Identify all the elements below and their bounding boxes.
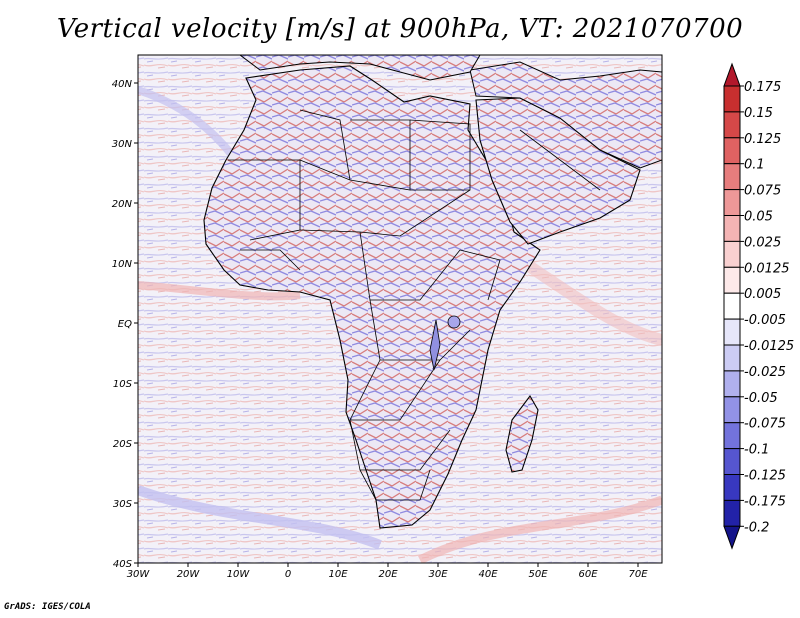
colorbar-segment (723, 474, 741, 501)
lake-victoria (447, 315, 461, 329)
colorbar-segment (723, 111, 741, 139)
colorbar-segment (723, 318, 741, 346)
colorbar: 0.175 0.15 0.125 0.1 0.075 0.05 0.025 0.0125 0.0… (723, 62, 794, 550)
grads-credit: GrADS: IGES/COLA (4, 602, 91, 612)
colorbar-segment (723, 448, 741, 476)
colorbar-label: -0.125 (744, 469, 786, 484)
colorbar-label: -0.005 (744, 313, 786, 328)
lat-tick-label: 10S (113, 379, 133, 390)
latitude-axis: 40N 30N 20N 10N EQ 10S 20S 30S 40S (112, 79, 138, 570)
colorbar-segment (723, 189, 741, 217)
country-borders (228, 109, 601, 501)
lon-tick-label: 60E (578, 569, 598, 580)
lat-tick-label: 40S (113, 559, 133, 570)
field-streak (138, 281, 301, 301)
colorbar-segment (723, 137, 741, 165)
colorbar-segment (723, 396, 741, 424)
colorbar-label: -0.2 (744, 520, 769, 535)
colorbar-label: -0.075 (744, 417, 786, 432)
longitude-axis: 30W 20W 10W 0 10E 20E 30E 40E 50E 60E 70E (127, 563, 648, 580)
colorbar-label: -0.175 (744, 494, 786, 509)
colorbar-segment (723, 370, 741, 398)
lon-tick-label: 10W (227, 569, 251, 580)
colorbar-label: 0.05 (744, 210, 773, 225)
lat-tick-label: 30N (112, 139, 133, 150)
colorbar-label: 0.175 (744, 80, 781, 95)
lon-tick-label: 40E (478, 569, 498, 580)
field-streak (417, 495, 662, 563)
lat-tick-label: 40N (112, 79, 133, 90)
map-frame (137, 54, 663, 564)
colorbar-label: -0.05 (744, 391, 778, 406)
colorbar-label: 0.1 (744, 158, 765, 173)
colorbar-label: 0.025 (744, 235, 781, 250)
colorbar-segment (723, 292, 741, 320)
europe-landmass (239, 55, 481, 81)
lat-tick-label: 20N (112, 199, 133, 210)
lat-tick-label: 20S (113, 439, 133, 450)
map-title: Vertical velocity [m/s] at 900hPa, VT: 2… (56, 14, 744, 44)
lon-tick-label: 30E (428, 569, 448, 580)
field-streak (138, 485, 382, 550)
colorbar-label: -0.025 (744, 365, 786, 380)
colorbar-segment (723, 422, 741, 450)
lat-tick-label: EQ (118, 319, 132, 330)
colorbar-segment (723, 163, 741, 191)
lake-tanganyika (429, 319, 441, 371)
colorbar-label: -0.1 (744, 443, 769, 458)
lon-tick-label: 20W (177, 569, 201, 580)
lon-tick-label: 30W (127, 569, 151, 580)
colorbar-label: 0.0125 (744, 261, 790, 276)
colorbar-top-triangle (723, 62, 741, 87)
lon-tick-label: 20E (378, 569, 398, 580)
colorbar-segment (723, 240, 741, 268)
lat-tick-label: 10N (112, 259, 133, 270)
lon-tick-label: 50E (528, 569, 548, 580)
colorbar-label: 0.005 (744, 287, 781, 302)
lon-tick-label: 0 (285, 569, 291, 580)
colorbar-segment (723, 266, 741, 294)
colorbar-segment (723, 85, 741, 113)
middle-east-landmass (469, 61, 662, 169)
lon-tick-label: 70E (628, 569, 648, 580)
colorbar-label: 0.15 (744, 106, 773, 121)
colorbar-segment (723, 499, 741, 527)
colorbar-bottom-triangle (723, 525, 741, 550)
field-streak (516, 255, 662, 346)
colorbar-label: -0.0125 (744, 339, 794, 354)
colorbar-label: 0.075 (744, 184, 781, 199)
lon-tick-label: 10E (328, 569, 348, 580)
africa-landmass (203, 65, 541, 529)
map-panel (137, 54, 663, 564)
madagascar-landmass (505, 395, 539, 473)
colorbar-label: 0.125 (744, 132, 781, 147)
colorbar-segment (723, 215, 741, 242)
lat-tick-label: 30S (113, 499, 133, 510)
colorbar-segment (723, 344, 741, 372)
